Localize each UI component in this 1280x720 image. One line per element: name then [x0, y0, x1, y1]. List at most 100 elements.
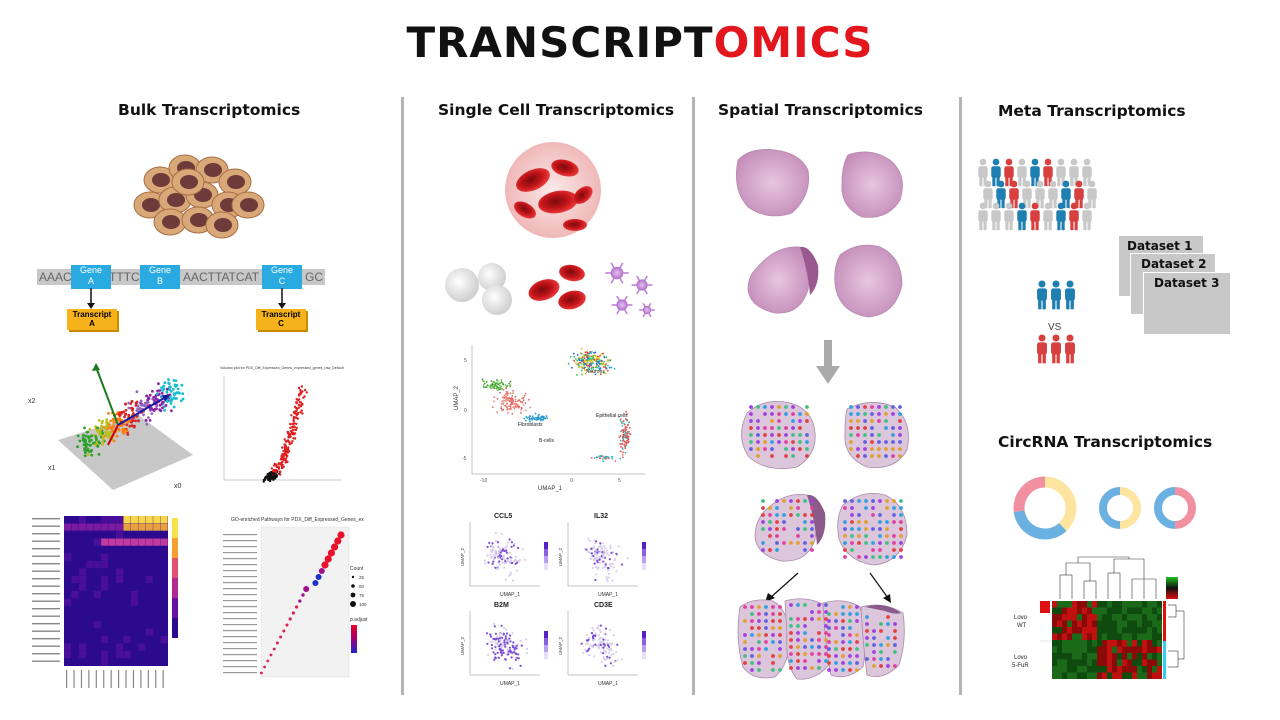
feature-point	[489, 640, 492, 643]
spatial-spot	[849, 440, 853, 444]
umap-point	[496, 389, 499, 392]
spatial-spot	[871, 555, 875, 559]
spatial-spot	[757, 640, 761, 644]
heatmap-cell	[64, 598, 72, 606]
umap-point	[590, 367, 593, 370]
circrna-heatmap-cell	[1092, 666, 1097, 673]
seq-left: AAAC	[39, 270, 72, 284]
feature-point	[593, 552, 596, 556]
feature-point	[604, 627, 608, 630]
spatial-spot	[778, 654, 782, 658]
volcano-point	[297, 386, 301, 390]
feature-point	[585, 642, 588, 645]
spatial-spot	[849, 447, 853, 451]
spatial-spot	[877, 412, 881, 416]
heatmap-cell	[138, 613, 146, 621]
pca-point	[148, 419, 152, 422]
heatmap-cell	[71, 553, 79, 561]
volcano-point	[265, 476, 268, 479]
heatmap-cell	[101, 598, 109, 606]
feature-point	[608, 558, 611, 561]
feature-point	[500, 554, 503, 558]
circrna-heatmap-cell	[1152, 653, 1157, 660]
umap-point	[598, 360, 601, 363]
pca-point	[164, 404, 168, 407]
umap-point	[580, 363, 583, 365]
heatmap-cell	[153, 576, 161, 584]
person-head	[1036, 180, 1044, 188]
go-term-label	[223, 630, 257, 632]
umap-point	[498, 384, 501, 387]
person-body	[1069, 210, 1079, 222]
umap-point	[602, 362, 605, 364]
person-leg	[1061, 176, 1065, 187]
circrna-heatmap-cell	[1087, 627, 1092, 634]
circrna-heatmap-cell	[1092, 672, 1097, 679]
circrna-heatmap-cell	[1152, 614, 1157, 621]
heatmap-cell	[130, 628, 138, 636]
spatial-spot	[756, 440, 760, 444]
circrna-heatmap-cell	[1152, 620, 1157, 627]
spatial-spot	[872, 664, 876, 668]
feature-point	[608, 563, 611, 566]
volcano-point	[287, 434, 290, 437]
spatial-spot	[764, 640, 768, 644]
umap-point	[528, 417, 531, 420]
feature-point	[501, 644, 504, 647]
spatial-spot	[864, 555, 868, 559]
spatial-spot	[843, 541, 847, 545]
heatmap-cell	[145, 523, 153, 531]
heatmap-cell	[138, 636, 146, 644]
spatial-spot	[764, 647, 768, 651]
feature-umap1-b: UMAP_1	[598, 592, 618, 598]
circrna-ring-segment	[1044, 476, 1077, 531]
circrna-heatmap-cell	[1057, 607, 1062, 614]
spatial-spot	[757, 647, 761, 651]
spatial-spot	[827, 619, 831, 623]
umap-point	[625, 441, 627, 444]
umap-point	[540, 416, 542, 418]
heatmap-row-label	[32, 540, 60, 542]
spatial-spot	[850, 534, 854, 538]
spatial-spot	[855, 605, 859, 609]
go-dot	[324, 555, 332, 563]
feature-umap1-d: UMAP_1	[598, 681, 618, 687]
heatmap-cell	[116, 561, 124, 569]
circrna-heatmap-cell	[1092, 614, 1097, 621]
pca-point	[89, 438, 93, 442]
spatial-spot	[857, 499, 861, 503]
spatial-spot	[824, 652, 828, 656]
umap-point	[608, 366, 611, 369]
circrna-heatmap-cell	[1067, 646, 1072, 653]
person-body	[1030, 210, 1040, 222]
heatmap-cell	[78, 628, 86, 636]
heatmap-row-label	[32, 645, 60, 647]
heatmap-cell	[108, 576, 116, 584]
umap-point	[577, 364, 580, 366]
spatial-spot	[796, 506, 800, 510]
spatial-spot	[841, 668, 845, 672]
spatial-spot	[803, 645, 807, 649]
circrna-heatmap-cell	[1137, 633, 1142, 640]
person-head	[1066, 280, 1074, 288]
heatmap-cell	[93, 561, 101, 569]
heatmap-row-label	[32, 563, 60, 565]
spatial-spot	[803, 499, 807, 503]
volcano-point	[273, 462, 276, 466]
umap-point	[592, 356, 595, 359]
heatmap-cell	[64, 643, 72, 651]
spatial-spot	[864, 520, 868, 524]
heatmap-cell	[64, 576, 72, 584]
umap-point	[602, 352, 604, 355]
gene-b-sub: B	[156, 276, 163, 286]
circrna-heatmap-cell	[1082, 614, 1087, 621]
circrna-heatmap-cell	[1122, 607, 1127, 614]
person-head	[1070, 158, 1078, 166]
circrna-heatmap-cell	[1107, 607, 1112, 614]
spatial-spot	[796, 652, 800, 656]
circrna-heatmap-cell	[1127, 659, 1132, 666]
umap-point	[593, 457, 596, 459]
spatial-spot	[784, 433, 788, 437]
umap-point	[508, 408, 511, 411]
heatmap-cell	[64, 658, 72, 666]
